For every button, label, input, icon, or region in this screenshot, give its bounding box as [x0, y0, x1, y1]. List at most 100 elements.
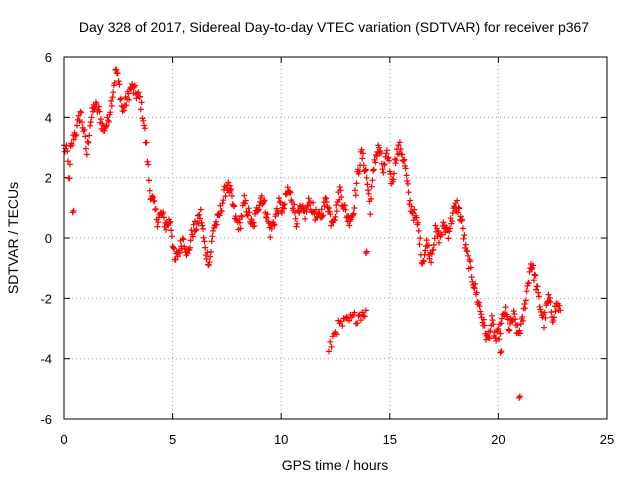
data-point	[141, 122, 148, 129]
data-point	[141, 125, 148, 132]
data-point	[83, 145, 89, 152]
data-point	[535, 289, 542, 296]
data-point	[363, 248, 370, 255]
data-point	[446, 228, 453, 235]
data-point	[541, 324, 547, 331]
data-point	[368, 195, 374, 202]
data-point	[532, 272, 539, 279]
data-point	[381, 161, 388, 168]
data-point	[547, 299, 554, 306]
data-point	[138, 99, 145, 106]
data-point	[216, 212, 223, 219]
data-point	[473, 289, 480, 296]
data-point	[187, 244, 193, 251]
data-point	[391, 170, 398, 177]
data-point	[372, 159, 379, 166]
data-point	[166, 219, 173, 226]
data-point	[250, 219, 257, 226]
data-point	[420, 257, 427, 264]
data-point	[464, 248, 471, 255]
x-tick-label: 20	[491, 432, 505, 447]
x-tick-label: 25	[600, 432, 614, 447]
data-point	[368, 183, 375, 190]
data-point	[465, 252, 471, 259]
data-point	[284, 184, 291, 191]
data-point	[490, 321, 497, 328]
data-point	[457, 213, 464, 220]
data-point	[370, 167, 377, 174]
data-point	[546, 295, 553, 301]
data-point	[302, 215, 309, 222]
data-point	[154, 223, 161, 230]
x-tick-label: 10	[274, 432, 288, 447]
data-point	[74, 122, 80, 129]
data-point	[163, 226, 170, 233]
data-point	[342, 206, 349, 213]
data-point	[403, 172, 410, 179]
data-point	[375, 144, 382, 151]
data-point	[327, 338, 334, 345]
data-point	[391, 156, 398, 163]
data-point	[260, 198, 267, 205]
data-point	[379, 166, 386, 173]
data-point	[238, 212, 245, 219]
data-point	[244, 212, 251, 219]
data-point	[236, 219, 243, 226]
data-point	[115, 78, 122, 85]
data-point	[462, 241, 469, 248]
y-axis-label: SDTVAR / TECUs	[5, 182, 21, 294]
data-point	[504, 313, 511, 320]
data-point	[170, 244, 177, 251]
data-point	[346, 222, 353, 229]
data-point	[422, 247, 429, 254]
data-point	[383, 147, 390, 154]
data-point	[499, 315, 505, 322]
data-point	[316, 210, 323, 217]
data-point	[220, 197, 227, 204]
data-point	[268, 225, 275, 232]
data-point	[189, 233, 196, 240]
data-point	[322, 194, 329, 201]
data-point	[449, 210, 456, 216]
data-point	[400, 158, 407, 164]
data-point	[152, 206, 159, 212]
data-point	[525, 279, 532, 286]
data-point	[207, 253, 214, 260]
data-point	[425, 242, 432, 249]
data-point	[323, 195, 330, 202]
data-point	[423, 237, 430, 244]
data-point	[179, 235, 186, 242]
data-point	[353, 180, 360, 187]
data-point	[523, 288, 530, 295]
data-point	[200, 225, 206, 232]
data-point	[291, 201, 298, 208]
data-point	[160, 209, 167, 216]
data-point	[536, 303, 543, 310]
data-point	[132, 82, 138, 89]
data-point	[358, 146, 365, 153]
data-point	[373, 153, 380, 159]
data-point	[219, 200, 226, 207]
data-point	[70, 136, 77, 143]
data-point	[431, 241, 437, 248]
data-point	[264, 211, 271, 218]
data-point	[180, 236, 187, 243]
data-point	[386, 157, 393, 164]
data-point	[320, 212, 327, 219]
data-point	[255, 207, 261, 214]
data-point	[109, 94, 116, 101]
data-point	[200, 234, 207, 241]
data-point	[454, 209, 461, 216]
y-tick-label: -6	[40, 412, 52, 427]
data-point	[488, 312, 495, 319]
data-point	[459, 216, 466, 223]
data-point	[271, 222, 278, 229]
data-point	[101, 127, 108, 134]
data-point	[436, 239, 442, 246]
data-point	[404, 180, 411, 187]
data-point	[69, 142, 76, 149]
data-point	[354, 320, 361, 327]
data-point	[202, 244, 209, 251]
data-point	[326, 205, 332, 212]
data-point	[231, 203, 238, 210]
